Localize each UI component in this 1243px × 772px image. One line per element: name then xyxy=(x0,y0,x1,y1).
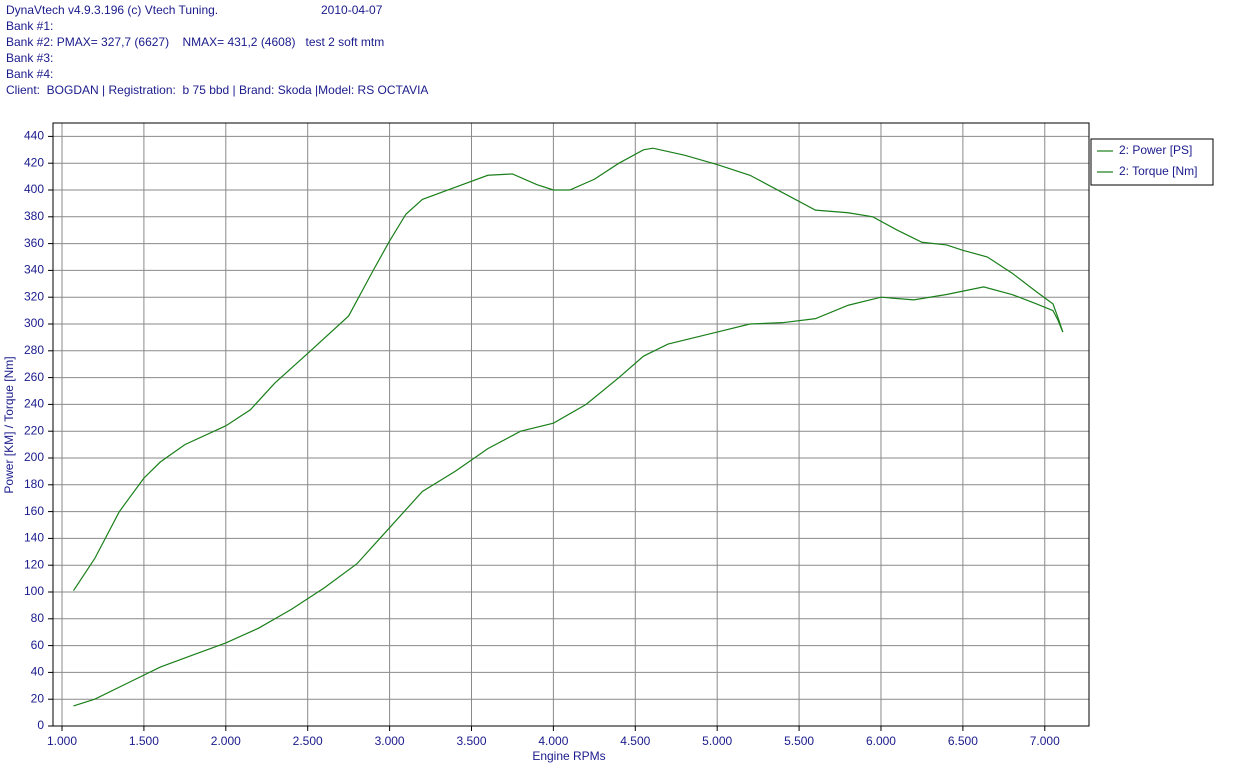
x-tick-label: 3.000 xyxy=(375,734,405,748)
y-tick-label: 60 xyxy=(31,638,45,652)
y-tick-label: 360 xyxy=(24,236,44,250)
header-line: Bank #4: xyxy=(6,67,53,81)
y-tick-label: 80 xyxy=(31,611,45,625)
y-tick-label: 180 xyxy=(24,477,44,491)
y-tick-label: 280 xyxy=(24,343,44,357)
x-tick-label: 1.500 xyxy=(129,734,159,748)
plot-border xyxy=(52,122,1090,727)
y-tick-label: 120 xyxy=(24,557,44,571)
legend-box xyxy=(1090,138,1214,186)
y-tick-label: 40 xyxy=(31,665,45,679)
y-tick-label: 220 xyxy=(24,423,44,437)
y-tick-label: 240 xyxy=(24,397,44,411)
x-tick-label: 6.000 xyxy=(866,734,896,748)
y-tick-label: 400 xyxy=(24,182,44,196)
x-tick-label: 4.000 xyxy=(538,734,568,748)
y-tick-label: 160 xyxy=(24,504,44,518)
y-tick-label: 0 xyxy=(37,718,44,732)
x-tick-label: 6.500 xyxy=(948,734,978,748)
series-line xyxy=(73,286,1064,707)
y-tick-label: 100 xyxy=(24,584,44,598)
x-tick-label: 2.500 xyxy=(293,734,323,748)
plot-area xyxy=(53,123,1089,726)
x-tick-label: 2.000 xyxy=(211,734,241,748)
y-tick-label: 20 xyxy=(31,691,45,705)
y-tick-label: 420 xyxy=(24,155,44,169)
header-line: Bank #1: xyxy=(6,19,53,33)
x-tick-label: 3.500 xyxy=(456,734,486,748)
date: 2010-04-07 xyxy=(321,3,383,17)
x-tick-label: 4.500 xyxy=(620,734,650,748)
chart-title: DynaVtech v4.9.3.196 (c) Vtech Tuning. xyxy=(6,3,218,17)
y-tick-label: 300 xyxy=(24,316,44,330)
y-tick-label: 320 xyxy=(24,289,44,303)
x-axis-label: Engine RPMs xyxy=(532,749,605,763)
y-tick-label: 260 xyxy=(24,370,44,384)
x-tick-label: 5.000 xyxy=(702,734,732,748)
header-line: Bank #2: PMAX= 327,7 (6627) NMAX= 431,2 … xyxy=(6,35,384,49)
y-axis-label: Power [KM] / Torque [Nm] xyxy=(2,356,16,493)
y-tick-label: 340 xyxy=(24,263,44,277)
header-line: Client: BOGDAN | Registration: b 75 bbd … xyxy=(6,83,428,97)
y-tick-label: 140 xyxy=(24,531,44,545)
y-tick-label: 380 xyxy=(24,209,44,223)
header-line: Bank #3: xyxy=(6,51,53,65)
x-tick-label: 1.000 xyxy=(47,734,77,748)
legend-label: 2: Torque [Nm] xyxy=(1119,164,1197,178)
y-tick-label: 200 xyxy=(24,450,44,464)
x-tick-label: 5.500 xyxy=(784,734,814,748)
y-tick-label: 440 xyxy=(24,129,44,143)
series-line xyxy=(72,147,1064,591)
x-tick-label: 7.000 xyxy=(1030,734,1060,748)
legend-label: 2: Power [PS] xyxy=(1119,143,1192,157)
